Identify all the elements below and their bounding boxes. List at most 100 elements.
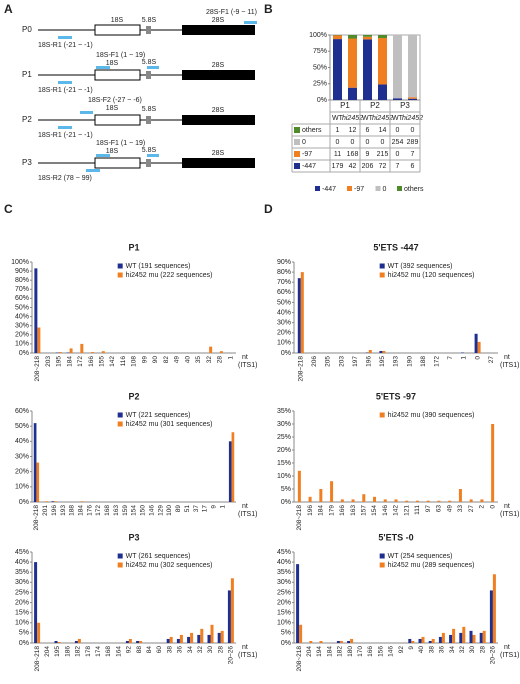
bar [411, 640, 415, 643]
row-label: P2 [22, 115, 32, 124]
legend-swatch [379, 272, 385, 278]
bar [309, 640, 313, 643]
bar [197, 634, 201, 643]
y-tick-label: 0% [281, 640, 291, 647]
legend-label: others [404, 186, 424, 193]
legend-swatch [294, 127, 300, 133]
x-tick-label: 92 [398, 646, 405, 654]
x-tick-label: 208~218 [34, 646, 41, 672]
legend-swatch [117, 421, 123, 427]
legend-swatch [117, 562, 123, 568]
bar [297, 470, 301, 502]
x-tick-label: 92 [126, 646, 133, 654]
y-tick-label: 15% [277, 460, 291, 467]
x-tick-label: 90 [152, 356, 159, 364]
chart-title: P3 [128, 532, 139, 542]
box-28s [182, 158, 255, 168]
legend-swatch [117, 272, 123, 278]
table-cell: 168 [347, 151, 359, 158]
table-cell: 42 [349, 163, 357, 170]
x-tick-label: 179 [328, 505, 335, 516]
bar [461, 352, 464, 353]
x-tick-label: 154 [131, 505, 138, 516]
row-label: -97 [302, 151, 312, 158]
box-58s [146, 71, 151, 79]
x-tick-label: 166 [88, 356, 95, 367]
box-28s [182, 70, 255, 80]
y-tick-label: 100% [11, 259, 29, 266]
segment-label: 28S [212, 107, 225, 114]
legend-swatch [379, 412, 385, 418]
x-tick-label: 49 [446, 505, 453, 513]
legend-label: WT (261 sequences) [126, 553, 191, 560]
stack-segment [378, 84, 387, 100]
bar [128, 638, 132, 643]
bar [431, 638, 435, 643]
x-tick-label: 188 [420, 356, 427, 367]
row-label: P0 [22, 25, 32, 34]
x-axis-label: nt [242, 503, 248, 510]
x-tick-label: 142 [109, 356, 116, 367]
table-cell: 289 [407, 139, 419, 146]
y-tick-label: 50% [313, 64, 327, 71]
box-58s [146, 116, 151, 124]
x-tick-label: 17 [202, 505, 209, 513]
primer-label: 18S-F1 (1 ~ 19) [96, 140, 145, 147]
primer [244, 21, 257, 24]
primer [58, 36, 72, 39]
table-cell: 206 [362, 163, 374, 170]
y-tick-label: 35% [15, 569, 29, 576]
bar [34, 562, 38, 643]
legend-label: hi2452 mu (302 sequences) [126, 562, 213, 569]
bar [51, 501, 55, 502]
x-tick-label: 203 [45, 356, 52, 367]
x-tick-label: 40 [184, 356, 191, 364]
y-tick-label: 100% [309, 32, 327, 39]
panel-letter: B [264, 2, 273, 16]
legend-label: WT (392 sequences) [388, 263, 453, 270]
y-tick-label: 10% [15, 484, 29, 491]
stack-segment [408, 97, 417, 99]
bar [479, 632, 483, 643]
y-tick-label: 0% [317, 97, 327, 104]
primer [96, 154, 110, 157]
panel-letter: D [264, 202, 273, 216]
bar [394, 499, 398, 502]
bar [449, 634, 453, 643]
bar [58, 352, 62, 353]
table-cell: 0 [396, 151, 400, 158]
bar [336, 640, 340, 643]
x-tick-label: 188 [69, 505, 76, 516]
bar [428, 640, 432, 643]
x-tick-label: 176 [86, 505, 93, 516]
x-tick-label: 28 [217, 356, 224, 364]
legend-label: WT (254 sequences) [388, 553, 453, 560]
stack-segment [408, 35, 417, 98]
bar [45, 501, 48, 502]
y-tick-label: 15% [15, 610, 29, 617]
column-label: hi2452 [372, 115, 393, 122]
x-tick-label: 182 [75, 646, 82, 657]
primer [58, 81, 72, 84]
y-tick-label: 80% [277, 269, 291, 276]
primer-label: 18S-R1 (-21 ~ -1) [38, 87, 93, 94]
box-18s [94, 69, 141, 81]
y-tick-label: 0% [19, 640, 29, 647]
bar [80, 501, 84, 502]
x-tick-label: 184 [318, 505, 325, 516]
box-28s [182, 25, 255, 35]
table-cell: 6 [411, 163, 415, 170]
bar [452, 628, 456, 643]
y-tick-label: 90% [15, 268, 29, 275]
bar [462, 626, 466, 643]
bar [200, 628, 204, 643]
x-tick-label: 30 [207, 646, 214, 654]
bar [347, 640, 351, 643]
segment-label: 18S [106, 105, 119, 112]
x-tick-label: 184 [66, 356, 73, 367]
bar [319, 489, 323, 502]
legend-label: hi2452 mu (301 sequences) [126, 421, 213, 428]
legend-swatch [315, 186, 320, 191]
x-axis-label: (ITS1) [500, 362, 519, 369]
x-tick-label: 172 [434, 356, 441, 367]
